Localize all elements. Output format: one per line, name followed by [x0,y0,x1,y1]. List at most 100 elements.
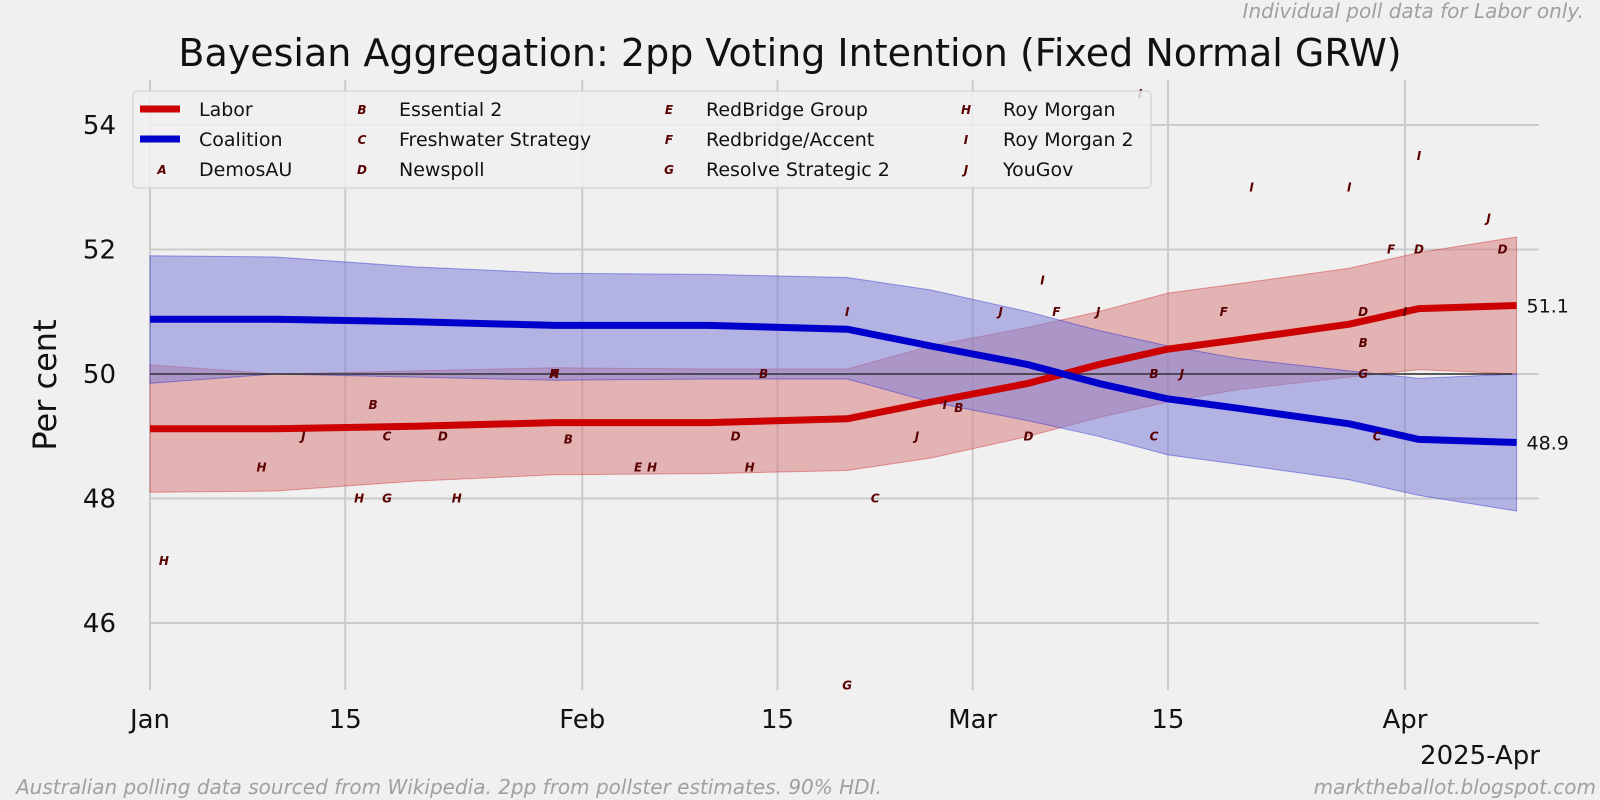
legend-item: B Essential 2 [357,99,502,121]
poll-marker: I [1249,180,1254,194]
poll-marker: H [745,460,755,474]
poll-marker: A [549,367,559,381]
legend-marker: I [964,133,969,147]
legend-marker: E [665,103,674,117]
legend-item: J YouGov [962,159,1074,181]
legend-label: Redbridge/Accent [706,129,874,151]
y-tick-label: 52 [83,236,116,266]
x-tick-label: 15 [329,705,362,735]
poll-marker: J [913,429,920,443]
legend-item: Coalition [140,129,283,151]
poll-marker: D [1358,305,1368,319]
poll-marker: B [369,398,378,412]
legend-item: F Redbridge/Accent [665,129,874,151]
legend-marker: B [357,103,366,117]
legend-marker: J [962,163,969,177]
legend-label: Roy Morgan 2 [1003,129,1134,151]
poll-marker: D [1024,429,1034,443]
poll-marker: D [1498,243,1508,257]
header-note: Individual poll data for Labor only. [1243,0,1584,23]
poll-markers: HHJHBCGDHAHBEHDHBIGCJIBJDIFJICBJFIIDBGCF… [159,87,1508,692]
legend-item: Labor [140,99,253,121]
end-label-labor: 51.1 [1527,296,1569,318]
legend-item: D Newspoll [357,159,485,181]
legend-label: YouGov [1002,159,1073,181]
legend-item: I Roy Morgan 2 [964,129,1134,151]
poll-marker: D [1414,243,1424,257]
poll-marker: J [996,305,1003,319]
legend-label: Coalition [199,129,283,151]
poll-marker: I [1040,274,1045,288]
y-tick-label: 48 [83,485,116,515]
y-tick-label: 50 [83,360,116,390]
legend-label: Roy Morgan [1003,99,1116,121]
poll-marker: B [564,432,573,446]
legend-marker: F [665,133,674,147]
poll-marker: J [1484,211,1491,225]
poll-marker: B [1359,336,1368,350]
poll-marker: F [1052,305,1061,319]
poll-marker: C [871,492,880,506]
x-tick-label: Mar [948,705,997,735]
poll-marker: H [354,492,364,506]
poll-marker: F [1387,243,1396,257]
poll-marker: J [299,429,306,443]
x-tick-label: 15 [1151,705,1184,735]
poll-marker: D [731,429,741,443]
legend: Labor Coalition A DemosAU B Essential 2 C Fresh… [132,90,1152,189]
footer-source-note: Australian polling data sourced from Wik… [14,775,882,799]
poll-marker: H [549,367,559,381]
poll-marker: H [452,492,462,506]
legend-label: Labor [199,99,253,121]
legend-label: Resolve Strategic 2 [706,159,890,181]
y-tick-label: 54 [83,111,116,141]
legend-item: E RedBridge Group [665,99,868,121]
band-coalition [149,255,1518,512]
legend-item: H Roy Morgan [961,99,1116,121]
poll-marker: I [1403,305,1408,319]
legend-box [132,90,1152,189]
poll-marker: I [845,305,850,319]
poll-marker: F [1220,305,1229,319]
poll-marker: J [1094,305,1101,319]
chart-title: Bayesian Aggregation: 2pp Voting Intenti… [178,31,1401,75]
poll-marker: G [1358,367,1368,381]
legend-label: Freshwater Strategy [399,129,591,151]
x-tick-label: Jan [128,705,170,735]
legend-item: G Resolve Strategic 2 [664,159,890,181]
poll-marker: E [634,460,643,474]
legend-label: Newspoll [399,159,485,181]
legend-marker: D [357,163,367,177]
legend-item: A DemosAU [156,159,292,181]
legend-label: RedBridge Group [706,99,868,121]
end-label-coalition: 48.9 [1527,432,1569,454]
poll-marker: G [842,678,852,692]
x-tick-label: 15 [761,705,794,735]
poll-marker: H [159,554,169,568]
poll-marker: I [943,398,948,412]
series-line-coalition [150,315,1517,446]
x-period-label: 2025-Apr [1420,741,1540,771]
poll-marker: C [1150,429,1159,443]
legend-label: Essential 2 [399,99,502,121]
poll-marker: I [1417,149,1422,163]
legend-marker: C [358,133,367,147]
footer-site: marktheballot.blogspot.com [1314,775,1596,799]
legend-marker: A [156,163,166,177]
poll-marker: C [1373,429,1382,443]
poll-marker: C [383,429,392,443]
poll-marker: D [438,429,448,443]
legend-item: C Freshwater Strategy [358,129,592,151]
y-tick-label: 46 [83,609,116,639]
poll-marker: H [647,460,657,474]
x-tick-label: Feb [559,705,605,735]
poll-marker: H [257,460,267,474]
y-axis-label: Per cent [26,319,64,450]
poll-marker: I [1347,180,1352,194]
legend-marker: G [664,163,674,177]
poll-marker: G [382,492,392,506]
x-tick-labels: Jan 15 Feb 15 Mar 15 Apr [128,705,1428,735]
y-tick-labels: 46 48 50 52 54 [83,111,116,639]
legend-marker: H [961,103,971,117]
